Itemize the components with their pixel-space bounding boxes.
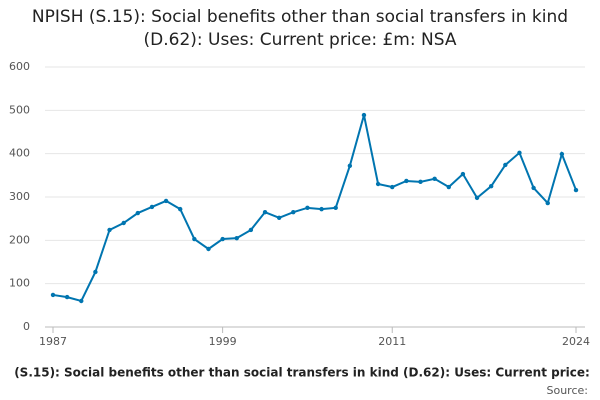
point xyxy=(206,246,211,252)
point xyxy=(545,200,550,206)
point xyxy=(432,176,437,181)
x-tick-label: 2024 xyxy=(562,335,590,348)
y-tick-label: 300 xyxy=(9,190,30,203)
x-tick-label: 2011 xyxy=(378,335,406,348)
point xyxy=(234,235,239,241)
point xyxy=(559,151,565,157)
point xyxy=(446,184,451,190)
point xyxy=(347,163,353,168)
point xyxy=(404,178,409,184)
point xyxy=(531,185,536,191)
line xyxy=(52,114,577,303)
point xyxy=(390,184,395,190)
x-tick-label: 1999 xyxy=(209,335,237,348)
point xyxy=(460,171,466,177)
point xyxy=(248,227,254,233)
point xyxy=(488,183,494,189)
point xyxy=(375,181,381,187)
y-tick-label: 400 xyxy=(9,147,30,160)
x-tick-label: 1987 xyxy=(39,335,67,348)
point xyxy=(291,209,296,215)
point xyxy=(121,220,126,226)
point xyxy=(64,294,70,300)
point xyxy=(107,227,112,233)
y-tick-label: 600 xyxy=(9,60,30,73)
point xyxy=(361,112,367,118)
point xyxy=(178,206,183,212)
point xyxy=(163,198,169,204)
point xyxy=(276,215,282,220)
point xyxy=(573,187,579,193)
point xyxy=(305,205,310,211)
point xyxy=(474,195,480,201)
chart-title: NPISH (S.15): Social benefits other than… xyxy=(31,7,569,50)
source: Source: xyxy=(547,384,589,397)
y-tick-label: 200 xyxy=(9,233,30,246)
point xyxy=(220,236,225,242)
point xyxy=(333,205,338,211)
point xyxy=(50,292,56,298)
point xyxy=(319,206,324,212)
legend-label: (S.15): Social benefits other than socia… xyxy=(14,366,590,380)
point xyxy=(503,162,508,168)
point xyxy=(418,179,423,185)
y-tick-label: 100 xyxy=(9,277,30,290)
point xyxy=(262,209,268,215)
point xyxy=(93,269,98,275)
point xyxy=(517,150,522,155)
point xyxy=(192,236,197,242)
point xyxy=(149,204,155,210)
point xyxy=(79,298,84,304)
y-tick-label: 500 xyxy=(9,103,30,116)
y-tick-label: 0 xyxy=(23,320,30,333)
point xyxy=(135,210,141,216)
